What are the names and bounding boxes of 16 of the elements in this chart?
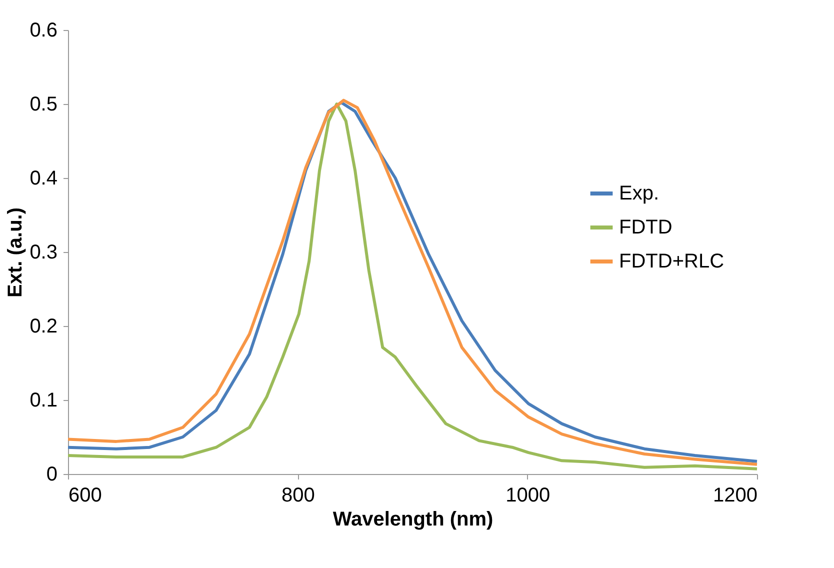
y-tick-label: 0: [46, 464, 58, 486]
y-tick-label: 0.6: [30, 20, 58, 42]
y-axis-title: Ext. (a.u.): [4, 207, 27, 298]
x-tick-label: 600: [68, 484, 102, 506]
x-tick-label: 800: [281, 484, 315, 506]
y-tick-label: 0.4: [30, 168, 58, 190]
y-tick-label: 0.3: [30, 242, 58, 264]
legend-label: Exp.: [619, 182, 660, 204]
x-tick-label: 1000: [506, 484, 550, 506]
x-axis-title: Wavelength (nm): [332, 508, 494, 530]
y-tick-label: 0.1: [30, 390, 58, 412]
x-tick-label: 1200: [713, 484, 758, 506]
y-tick-label: 0.2: [30, 316, 58, 338]
legend-label: FDTD+RLC: [619, 250, 724, 272]
y-tick-label: 0.5: [30, 94, 58, 116]
legend-label: FDTD: [619, 216, 672, 238]
